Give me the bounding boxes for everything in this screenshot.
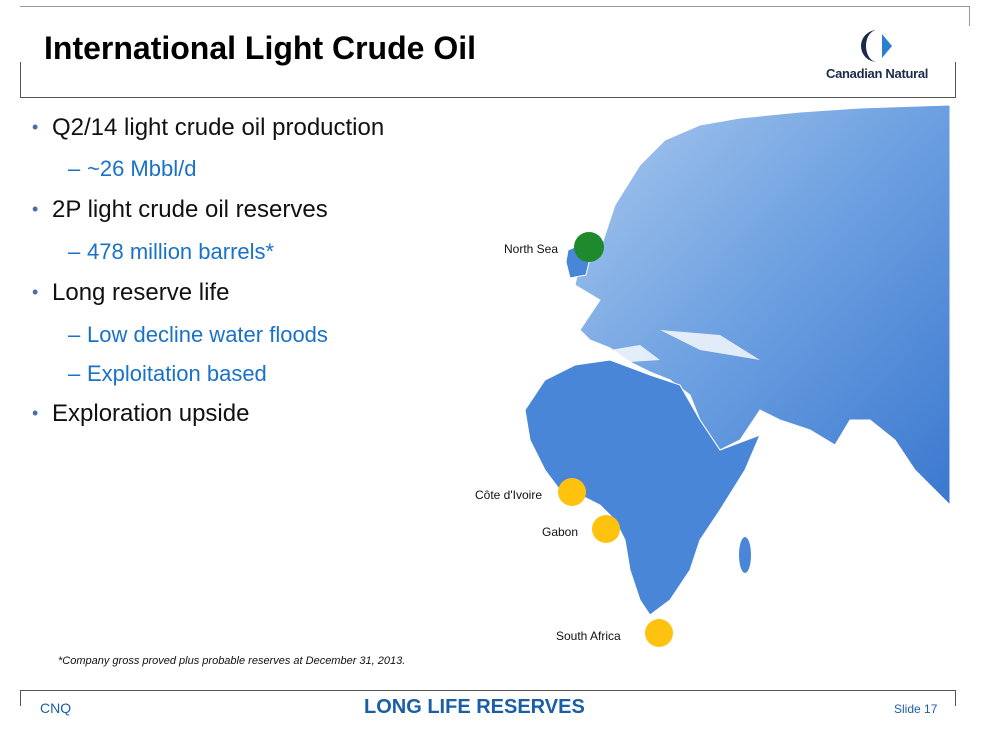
bullet-text: Q2/14 light crude oil production [52,114,385,141]
logo-text: Canadian Natural [826,66,929,81]
marker-yellow [558,478,586,506]
bullet: • [32,117,39,137]
footer-center: LONG LIFE RESERVES [364,696,585,718]
sub-text: Low decline water floods [87,322,328,347]
title: International Light Crude Oil [44,30,476,66]
title-rule [20,97,955,98]
logo-mark [861,30,892,62]
bullet-text: Long reserve life [52,279,230,306]
footnote: *Company gross proved plus probable rese… [58,655,406,667]
map-label: North Sea [504,242,559,256]
marker-green [574,232,604,262]
footer-left: CNQ [40,700,72,716]
footer-left [20,690,21,706]
map [524,104,951,647]
frame-right [969,6,970,26]
map-label: Gabon [542,525,579,539]
sub-text: 478 million barrels* [87,239,275,264]
bullet: • [32,403,39,423]
marker-yellow [592,515,620,543]
map-label: South Africa [556,629,621,643]
bullet: • [32,199,39,219]
footer-right: Slide 17 [894,702,938,716]
dash: – [68,322,81,347]
dash: – [68,239,81,264]
dash: – [68,361,81,386]
marker-yellow [645,619,673,647]
sub-text: ~26 Mbbl/d [87,156,197,181]
bullet-text: 2P light crude oil reserves [52,196,328,223]
frame-top [20,6,970,7]
title-left [20,62,21,98]
bullet: • [32,282,39,302]
bullet-text: Exploration upside [52,400,250,427]
dash: – [68,156,81,181]
footer-rule [20,690,956,691]
footer-right [955,690,956,706]
map-label: Côte d'Ivoire [475,488,542,502]
title-right [955,62,956,98]
sub-text: Exploitation based [87,361,267,386]
